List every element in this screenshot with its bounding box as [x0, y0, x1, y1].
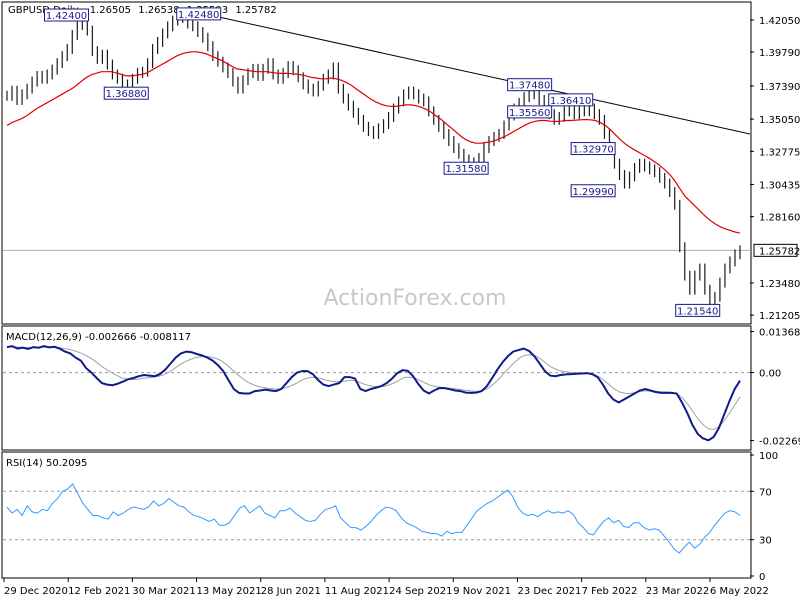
- price-annotation-label: 1.31580: [445, 164, 486, 175]
- price-annotation-box: [43, 8, 89, 22]
- price-annotation-label: 1.42400: [46, 11, 87, 22]
- x-axis-label: 28 Jun 2021: [261, 586, 321, 597]
- price-annotation-label: 1.32970: [572, 145, 613, 156]
- price-tick-label: 1.23480: [759, 279, 800, 290]
- x-axis-label: 12 Feb 2021: [68, 586, 130, 597]
- macd-tick-label: 0.013686: [759, 328, 800, 339]
- price-annotation-box: [103, 86, 149, 100]
- price-annotation-label: 1.37480: [509, 81, 550, 92]
- price-tick-label: 1.32775: [759, 147, 800, 158]
- price-tick-label: 1.37390: [759, 82, 800, 93]
- symbol-label: GBPUSD.Daily: [8, 5, 79, 16]
- x-axis-label: 30 Mar 2021: [132, 586, 195, 597]
- price-annotation-box: [507, 105, 553, 119]
- macd-tick-label: 0.00: [759, 369, 781, 380]
- price-annotation-label: 1.42480: [178, 10, 219, 21]
- trendline: [204, 13, 751, 135]
- price-annotation-box: [675, 303, 721, 317]
- rsi-label: RSI(14) 50.2095: [6, 458, 87, 469]
- macd-tick-label: -0.022698: [759, 437, 800, 448]
- ohlc-open: 1.26505: [90, 5, 131, 16]
- price-tick-label: 1.28160: [759, 213, 800, 224]
- macd-label: MACD(12,26,9) -0.002666 -0.008117: [6, 332, 191, 343]
- x-axis-label: 7 Feb 2022: [582, 586, 638, 597]
- price-annotation-label: 1.21540: [677, 306, 718, 317]
- x-axis-label: 6 May 2022: [710, 586, 769, 597]
- macd-line: [6, 345, 741, 442]
- x-axis-label: 13 May 2021: [197, 586, 262, 597]
- x-axis-label: 23 Mar 2022: [646, 586, 709, 597]
- price-annotation-label: 1.29990: [572, 187, 613, 198]
- ohlc-high: 1.26538: [138, 5, 179, 16]
- ohlc-close: 1.25782: [235, 5, 276, 16]
- price-tick-label: 1.35050: [759, 115, 800, 126]
- price-annotation-label: 1.36410: [550, 96, 591, 107]
- price-tick-label: 1.39790: [759, 48, 800, 59]
- price-annotation-box: [507, 78, 553, 92]
- price-annotation-box: [570, 142, 616, 156]
- moving-average-line: [6, 51, 741, 234]
- x-axis-label: 29 Dec 2020: [4, 586, 68, 597]
- x-axis-label: 11 Aug 2021: [325, 586, 389, 597]
- price-annotation-box: [548, 93, 594, 107]
- x-axis-label: 9 Nov 2021: [453, 586, 511, 597]
- rsi-tick-label: 30: [759, 536, 772, 547]
- rsi-tick-label: 70: [759, 487, 772, 498]
- x-axis-label: 23 Dec 2021: [517, 586, 581, 597]
- rsi-tick-label: 100: [759, 451, 778, 462]
- price-panel: [1, 1, 752, 325]
- x-axis-label: 24 Sep 2021: [389, 586, 452, 597]
- price-annotation-box: [176, 7, 222, 21]
- price-tick-label: 1.25782: [759, 246, 800, 257]
- price-annotation-label: 1.35560: [509, 108, 550, 119]
- price-tick-label: 1.30435: [759, 180, 800, 191]
- current-price-box: [753, 243, 798, 257]
- price-annotation-box: [443, 161, 489, 175]
- price-annotation-box: [570, 184, 616, 198]
- price-tick-label: 1.42050: [759, 16, 800, 27]
- price-tick-label: 1.21205: [759, 311, 800, 322]
- price-annotation-label: 1.36880: [106, 89, 147, 100]
- watermark: ActionForex.com: [324, 286, 507, 311]
- rsi-line: [6, 483, 741, 554]
- rsi-tick-label: 0: [759, 572, 765, 583]
